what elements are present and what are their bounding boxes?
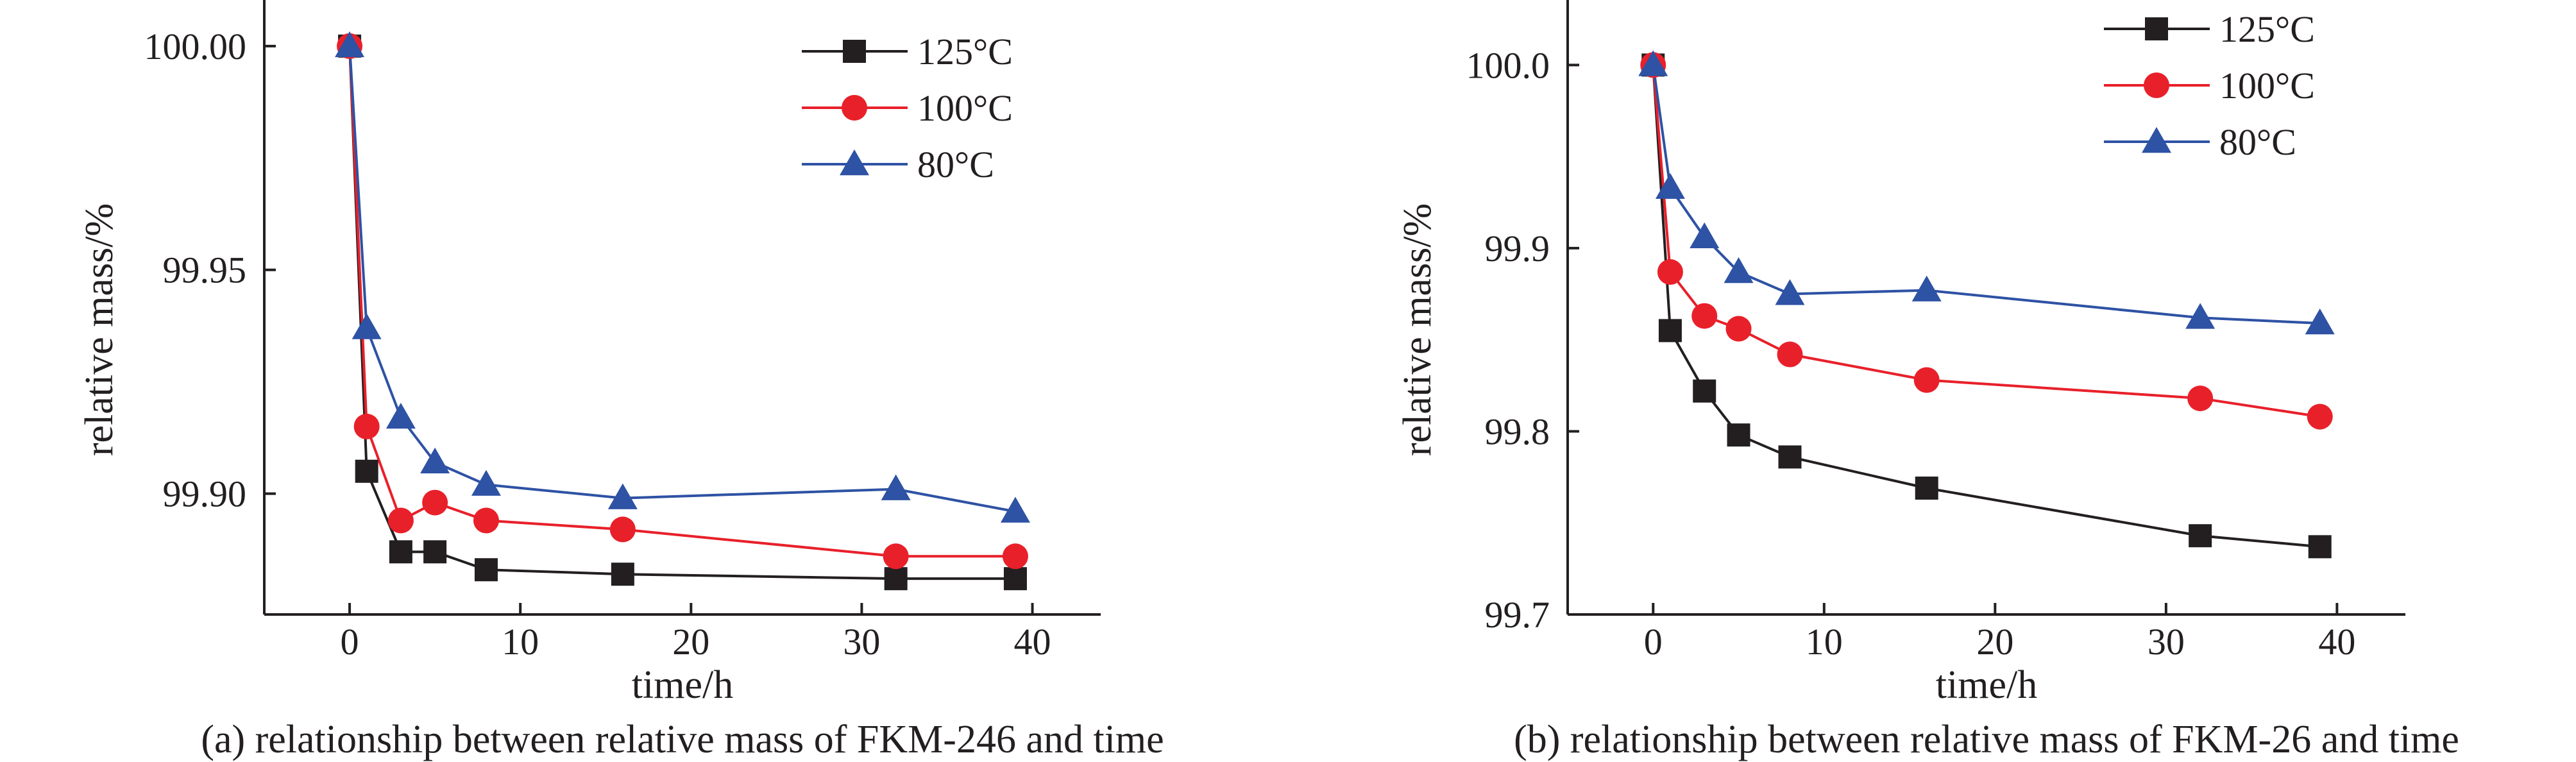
y-tick-label: 100.00: [144, 26, 247, 67]
data-point-100°C: [1725, 316, 1752, 342]
data-point-100°C: [1691, 303, 1718, 329]
data-point-125°C: [423, 540, 447, 564]
data-point-80°C: [386, 402, 416, 429]
x-tick-label: 30: [843, 621, 880, 663]
x-tick-label: 0: [341, 621, 359, 663]
legend-label: 100°C: [2219, 65, 2315, 106]
data-point-125°C: [1778, 445, 1802, 469]
x-tick-label: 40: [2318, 621, 2355, 663]
x-axis-title: time/h: [1936, 663, 2037, 707]
data-point-125°C: [355, 459, 378, 483]
y-axis-title: relative mass/%: [78, 203, 121, 456]
chart-panel-b: 0 10 20 30 40 99.7 99.8 99.9 100.0 time/h relative…: [1396, 0, 2459, 761]
x-tick-label: 40: [1014, 621, 1051, 663]
data-point-100°C: [609, 516, 636, 543]
y-tick-label: 99.90: [163, 473, 247, 515]
data-point-125°C: [1693, 379, 1716, 403]
series-line-80°C: [348, 46, 1016, 513]
y-tick-label: 99.7: [1485, 594, 1550, 636]
data-point-125°C: [1658, 319, 1682, 343]
data-point-80°C: [2185, 303, 2216, 329]
legend-marker: [2145, 17, 2168, 40]
chart-caption: (a) relationship between relative mass o…: [201, 718, 1164, 761]
data-point-100°C: [422, 489, 448, 516]
y-tick-label: 99.9: [1485, 228, 1550, 269]
y-tick-label: 100.0: [1466, 44, 1550, 86]
chart-panel-a: 0 10 20 30 40 99.90 99.95 100.00 time/h relative …: [78, 0, 1164, 761]
series-line-100°C: [1652, 65, 2321, 418]
data-point-100°C: [2307, 403, 2333, 430]
y-tick-label: 99.95: [163, 250, 247, 291]
data-point-125°C: [389, 540, 412, 564]
x-tick-label: 20: [1976, 621, 2013, 663]
x-tick-label: 20: [672, 621, 709, 663]
y-axis-title: relative mass/%: [1396, 203, 1439, 456]
x-tick-label: 30: [2148, 621, 2185, 663]
legend-marker: [842, 95, 867, 121]
series-line-100°C: [348, 46, 1015, 558]
data-point-80°C: [420, 447, 450, 474]
legend-marker: [843, 40, 866, 63]
data-point-80°C: [1638, 50, 1668, 76]
legend-label: 80°C: [917, 144, 994, 185]
data-point-100°C: [473, 507, 499, 534]
data-point-125°C: [1003, 567, 1027, 591]
y-tick-label: 99.8: [1485, 411, 1550, 452]
data-point-100°C: [387, 507, 414, 534]
legend-label: 100°C: [917, 87, 1013, 129]
data-point-125°C: [1727, 423, 1750, 447]
data-point-100°C: [1002, 543, 1028, 570]
data-point-80°C: [335, 31, 365, 58]
legend-label: 80°C: [2219, 121, 2296, 163]
data-point-100°C: [1657, 259, 1683, 285]
data-point-80°C: [352, 313, 382, 339]
data-point-80°C: [471, 470, 501, 496]
legend-label: 125°C: [917, 31, 1013, 72]
data-point-125°C: [884, 567, 908, 591]
data-point-100°C: [353, 413, 380, 439]
chart-caption: (b) relationship between relative mass o…: [1514, 718, 2459, 761]
data-point-80°C: [2305, 308, 2335, 335]
series-line-125°C: [348, 46, 1015, 580]
legend-marker: [2142, 127, 2171, 153]
legend-marker: [840, 149, 869, 176]
x-tick-label: 0: [1644, 621, 1663, 663]
data-point-100°C: [1777, 341, 1803, 368]
data-point-80°C: [1775, 279, 1805, 305]
data-point-80°C: [1690, 222, 1720, 249]
legend-marker: [2144, 72, 2169, 98]
data-point-100°C: [1913, 367, 1940, 393]
data-point-80°C: [1724, 257, 1754, 284]
data-point-80°C: [1655, 173, 1685, 199]
data-point-80°C: [607, 483, 638, 509]
data-point-125°C: [2189, 524, 2212, 548]
x-tick-label: 10: [1806, 621, 1843, 663]
legend-label: 125°C: [2219, 8, 2315, 50]
x-tick-label: 10: [502, 621, 539, 663]
data-point-80°C: [1911, 275, 1942, 301]
data-point-125°C: [474, 558, 498, 582]
data-point-125°C: [611, 563, 634, 586]
data-point-125°C: [1915, 476, 1938, 500]
x-axis-title: time/h: [632, 663, 733, 707]
data-point-80°C: [1000, 496, 1030, 523]
data-point-125°C: [2308, 535, 2332, 559]
data-point-100°C: [883, 543, 909, 570]
data-point-100°C: [2187, 385, 2214, 412]
data-point-80°C: [881, 474, 911, 500]
